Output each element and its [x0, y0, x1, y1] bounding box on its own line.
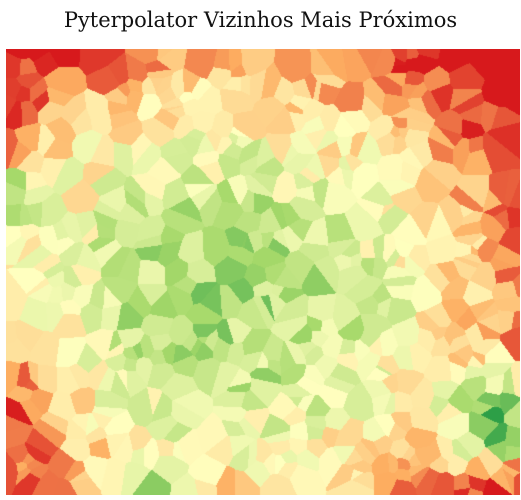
chart-title: Pyterpolator Vizinhos Mais Próximos — [63, 8, 458, 32]
plot-area — [6, 49, 520, 495]
voronoi-heatmap — [6, 49, 520, 495]
